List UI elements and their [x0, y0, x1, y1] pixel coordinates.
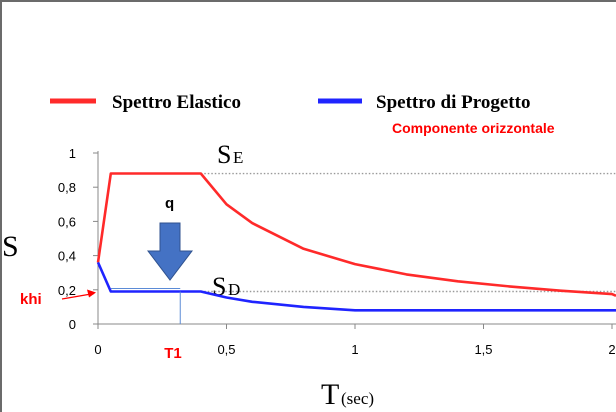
y-tick-label: 1	[69, 146, 76, 161]
x-tick-label: 1,5	[474, 342, 492, 357]
x-tick-label: 2	[608, 342, 615, 357]
y-tick-label: 0,4	[58, 249, 76, 264]
series-line-progetto	[96, 261, 616, 312]
reference-label-sub: D	[228, 280, 240, 299]
annotations: q khi T1	[20, 195, 194, 362]
legend-label-elastico: Spettro Elastico	[112, 92, 241, 113]
frame-top-border	[0, 0, 616, 2]
legend: Spettro Elastico Spettro di Progetto Com…	[50, 92, 555, 136]
legend-subtitle: Componente orizzontale	[392, 120, 555, 136]
x-tick-label: 0,5	[217, 342, 235, 357]
x-axis-label: T	[321, 378, 339, 411]
frame-left-border	[0, 0, 2, 412]
y-tick-label: 0,2	[58, 283, 76, 298]
y-tick-label: 0,8	[58, 180, 76, 195]
x-axis-label-group: T (sec)	[321, 378, 374, 411]
x-axis-label-sub: (sec)	[341, 389, 374, 408]
q-arrow-icon	[146, 222, 194, 281]
y-axis-label: S	[2, 230, 19, 263]
reference-label-sub: E	[233, 148, 243, 167]
x-tick-label: 0	[94, 342, 101, 357]
khi-label: khi	[20, 291, 42, 308]
legend-label-progetto: Spettro di Progetto	[376, 92, 530, 113]
y-tick-label: 0	[69, 317, 76, 332]
khi-arrowhead	[87, 289, 96, 298]
axes: 0 0,5 1 1,5 2 0 0,2 0,4 0,6 0,8 1	[58, 146, 616, 357]
y-tick-label: 0,6	[58, 214, 76, 229]
reference-label: S	[217, 140, 231, 169]
series-line-elastico	[96, 172, 616, 297]
t1-label: T1	[164, 345, 182, 362]
q-label: q	[165, 195, 174, 212]
reference-lines: S ES D	[200, 140, 616, 301]
x-tick-label: 1	[351, 342, 358, 357]
series-group	[96, 172, 616, 312]
